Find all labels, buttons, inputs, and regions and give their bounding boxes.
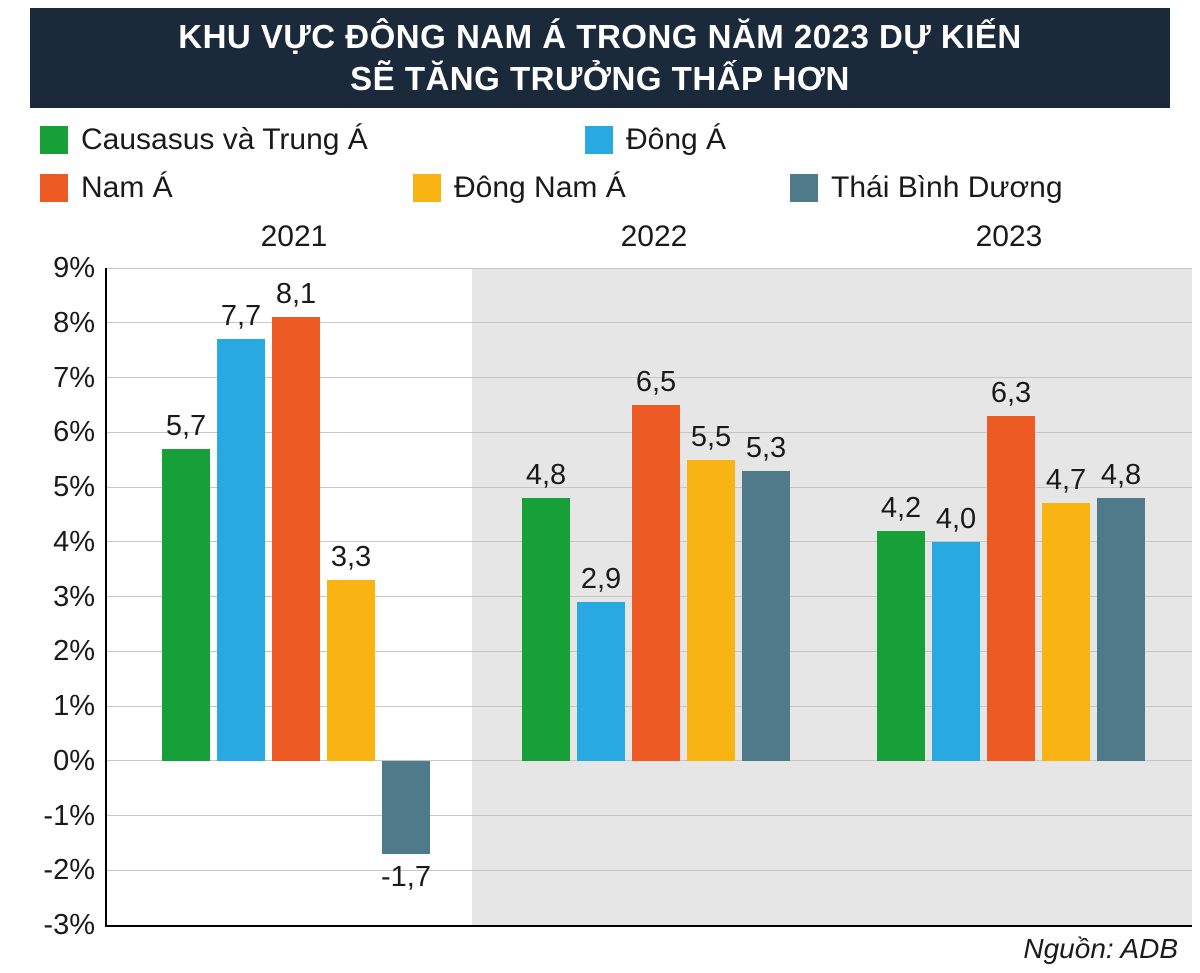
source-label: Nguồn: ADB: [1023, 933, 1178, 964]
legend-item-southeast-asia: Đông Nam Á: [413, 171, 626, 205]
legend-label-southeast-asia: Đông Nam Á: [454, 171, 626, 204]
bar-2022-series-4: [742, 470, 790, 761]
legend-label-east-asia: Đông Á: [626, 123, 727, 156]
bar-value-label-2021-series-1: 7,7: [220, 300, 262, 333]
gridline--1%: [107, 815, 1192, 816]
bar-value-label-2023-series-3: 4,7: [1045, 464, 1087, 497]
y-tick-label-0%: 0%: [53, 744, 95, 777]
bar-2022-series-3: [687, 459, 735, 761]
bar-value-label-2022-series-1: 2,9: [580, 562, 622, 595]
legend-swatch-yellow: [413, 174, 441, 202]
bar-2022-series-1: [577, 601, 625, 761]
bar-2022-series-0: [522, 497, 570, 761]
bar-2022-series-2: [632, 404, 680, 761]
gridline-0%: [107, 760, 1192, 762]
bar-value-label-2022-series-3: 5,5: [690, 420, 732, 453]
bar-2023-series-0: [877, 530, 925, 761]
bar-2023-series-1: [932, 541, 980, 761]
y-tick-label--2%: -2%: [43, 854, 95, 887]
chart-title-bar: KHU VỰC ĐÔNG NAM Á TRONG NĂM 2023 DỰ KIẾ…: [30, 8, 1170, 108]
legend-swatch-green: [40, 126, 68, 154]
y-axis: 9% 8% 7% 6% 5% 4% 3% 2% 1% 0% -1% -2% -3%: [0, 252, 95, 941]
legend-swatch-blue: [585, 126, 613, 154]
bar-value-label-2023-series-4: 4,8: [1100, 458, 1142, 491]
chart-region: 9% 8% 7% 6% 5% 4% 3% 2% 1% 0% -1% -2% -3% 5,7 4,8 4,2 7…: [0, 252, 1200, 941]
gridline-8%: [107, 322, 1192, 324]
bar-value-label-2023-series-1: 4,0: [935, 502, 977, 535]
bar-value-label-2023-series-2: 6,3: [990, 376, 1032, 409]
y-tick-label-8%: 8%: [53, 306, 95, 339]
bar-value-label-2022-series-4: 5,3: [745, 431, 787, 464]
y-tick-label-3%: 3%: [53, 580, 95, 613]
legend-swatch-orange: [40, 174, 68, 202]
bar-value-label-2021-series-2: 8,1: [275, 278, 317, 311]
bar-value-label-2021-series-4: -1,7: [381, 860, 431, 893]
y-tick-label--1%: -1%: [43, 799, 95, 832]
bar-value-label-2021-series-0: 5,7: [165, 409, 207, 442]
legend-label-south-asia: Nam Á: [81, 171, 173, 204]
legend-item-south-asia: Nam Á: [40, 171, 173, 205]
legend-label-pacific: Thái Bình Dương: [831, 171, 1063, 204]
bar-value-label-2022-series-0: 4,8: [525, 458, 567, 491]
legend-item-east-asia: Đông Á: [585, 123, 726, 157]
legend-swatch-teal: [790, 174, 818, 202]
group-label-2022: 2022: [620, 220, 688, 253]
bar-2021-series-1: [217, 339, 265, 761]
chart-title-line2: SẼ TĂNG TRƯỞNG THẤP HƠN: [350, 60, 850, 97]
gridline-7%: [107, 377, 1192, 378]
bar-2021-series-4: [382, 760, 430, 854]
legend-item-pacific: Thái Bình Dương: [790, 171, 1063, 205]
bar-2023-series-2: [987, 415, 1035, 761]
gridline--2%: [107, 869, 1192, 871]
y-tick-label-4%: 4%: [53, 525, 95, 558]
bar-2023-series-4: [1097, 497, 1145, 761]
y-tick-label-9%: 9%: [53, 252, 95, 284]
bar-2021-series-2: [272, 317, 320, 761]
group-label-2021: 2021: [260, 220, 328, 253]
bar-value-label-2021-series-3: 3,3: [330, 541, 372, 574]
group-label-2023: 2023: [975, 220, 1043, 253]
bar-2021-series-0: [162, 448, 210, 761]
y-tick-label--3%: -3%: [43, 909, 95, 941]
legend-label-caucasus-central-asia: Causasus và Trung Á: [81, 123, 368, 156]
bar-value-label-2022-series-2: 6,5: [635, 365, 677, 398]
y-tick-label-5%: 5%: [53, 471, 95, 503]
plot-area: 5,7 4,8 4,2 7,7 2,9 4,0 8,1 6,5 6,3 3,3 5,5 4,7 -1,7…: [105, 267, 1192, 927]
y-tick-label-1%: 1%: [53, 690, 95, 722]
chart-title-line1: KHU VỰC ĐÔNG NAM Á TRONG NĂM 2023 DỰ KIẾ…: [178, 18, 1022, 55]
bar-value-label-2023-series-0: 4,2: [880, 491, 922, 524]
gridline-9%: [107, 267, 1192, 269]
y-tick-label-7%: 7%: [53, 361, 95, 394]
y-tick-label-2%: 2%: [53, 635, 95, 668]
legend-item-caucasus-central-asia: Causasus và Trung Á: [40, 123, 368, 157]
y-tick-label-6%: 6%: [53, 416, 95, 449]
bar-2021-series-3: [327, 580, 375, 761]
bar-2023-series-3: [1042, 503, 1090, 761]
